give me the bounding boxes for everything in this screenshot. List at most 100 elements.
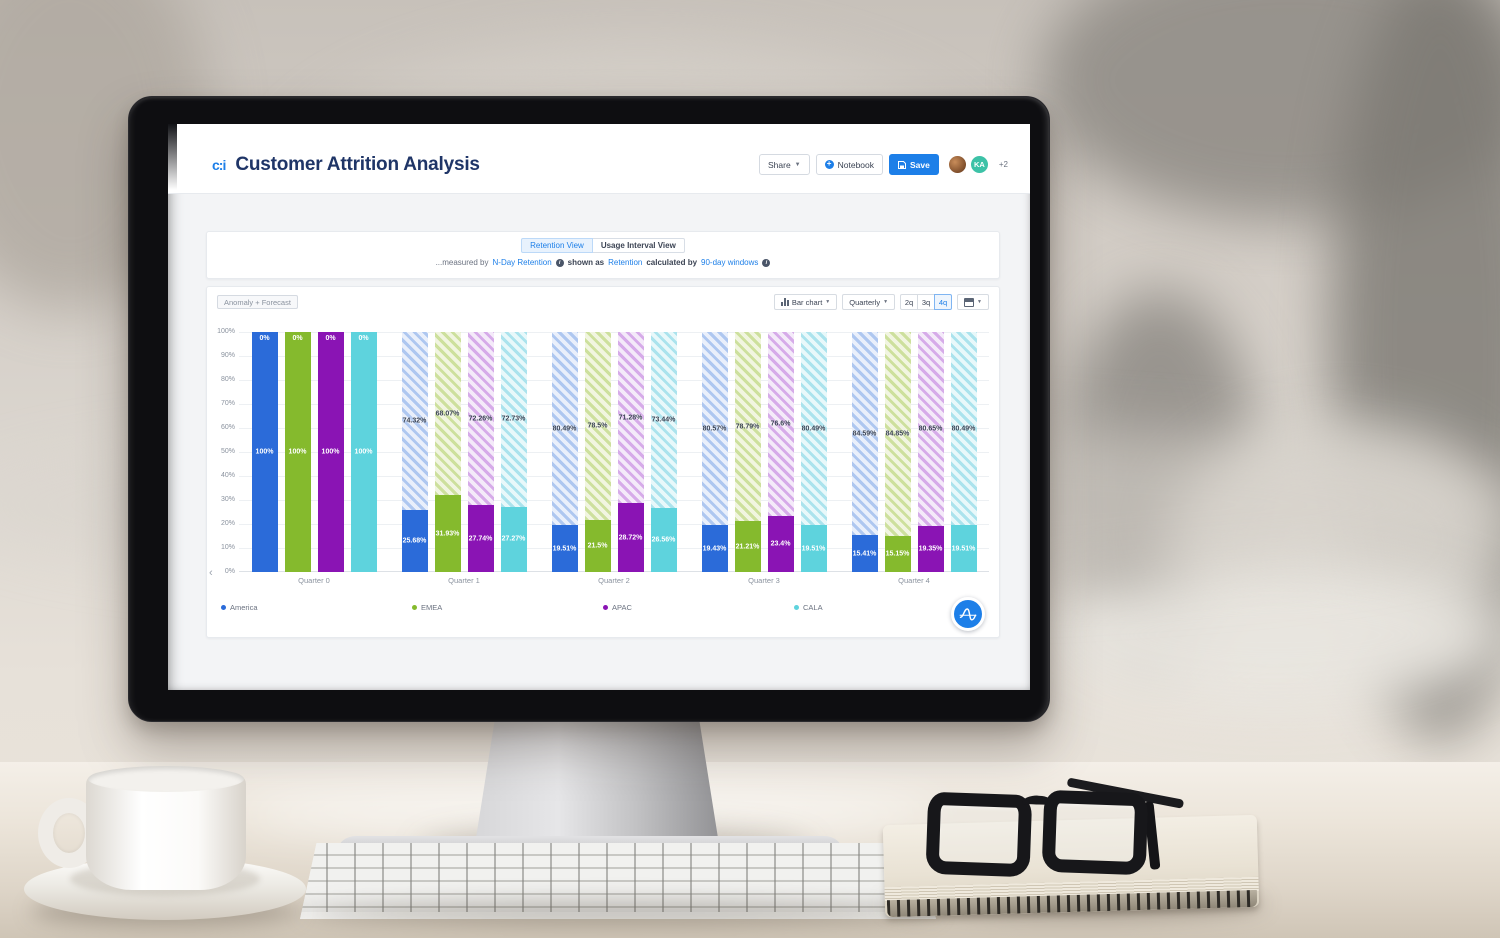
legend-item-apac[interactable]: APAC — [603, 603, 794, 612]
churned-segment: 73.44% — [650, 332, 677, 509]
churned-value-label: 0% — [358, 335, 369, 342]
bar-america-quarter-2[interactable]: 80.49% 19.51% — [551, 332, 578, 572]
share-button[interactable]: Share ▼ — [758, 154, 810, 175]
bar-america-quarter-1[interactable]: 74.32% 25.68% — [401, 332, 428, 572]
retained-segment: 28.72% — [617, 503, 644, 572]
amplitude-logo-badge[interactable] — [951, 597, 985, 631]
chart-legend: America EMEA APAC CALA — [221, 603, 985, 612]
legend-item-america[interactable]: America — [221, 603, 412, 612]
retained-segment: 100% 0% — [317, 332, 344, 572]
bar-emea-quarter-3[interactable]: 78.79% 21.21% — [734, 332, 761, 572]
scroll-left-arrow[interactable]: ‹ — [209, 567, 213, 579]
date-picker-button[interactable]: ▼ — [957, 294, 989, 310]
legend-dot-icon — [412, 605, 417, 610]
screen-edge-shadow — [168, 124, 177, 190]
churned-value-label: 84.59% — [852, 430, 877, 438]
bar-cala-quarter-1[interactable]: 72.73% 27.27% — [500, 332, 527, 572]
legend-item-emea[interactable]: EMEA — [412, 603, 603, 612]
retained-value-label: 27.27% — [501, 535, 526, 543]
retained-value-label: 100% — [255, 448, 274, 456]
granularity-label: Quarterly — [849, 297, 881, 307]
notebook-button[interactable]: + Notebook — [815, 154, 884, 175]
retained-value-label: 19.43% — [702, 545, 727, 553]
calculated-by-link[interactable]: 90-day windows — [701, 258, 759, 267]
bar-cala-quarter-3[interactable]: 80.49% 19.51% — [800, 332, 827, 572]
bar-chart-icon — [780, 298, 789, 306]
notebook-label: Notebook — [837, 159, 875, 170]
retained-segment: 19.35% — [917, 525, 944, 572]
view-tabs-card: Retention View Usage Interval View ...me… — [206, 231, 1000, 279]
info-icon[interactable]: i — [555, 258, 564, 267]
churned-value-label: 72.73% — [501, 415, 526, 423]
eyeglasses — [913, 777, 1186, 886]
bar-apac-quarter-1[interactable]: 72.26% 27.74% — [467, 332, 494, 572]
churned-value-label: 71.28% — [618, 414, 643, 422]
bar-group-quarter-0: 100% 0% 100% 0% 100% 0% 100% 0% — [251, 332, 377, 572]
chart-type-dropdown[interactable]: Bar chart ▼ — [773, 294, 838, 310]
retained-value-label: 28.72% — [618, 534, 643, 542]
churned-value-label: 0% — [292, 335, 303, 342]
bar-apac-quarter-4[interactable]: 80.65% 19.35% — [917, 332, 944, 572]
calculated-by-label: calculated by — [646, 258, 698, 267]
avatar[interactable] — [946, 154, 968, 175]
churned-segment: 76.6% — [767, 332, 794, 516]
chevron-down-icon: ▼ — [825, 299, 831, 305]
bar-america-quarter-3[interactable]: 80.57% 19.43% — [701, 332, 728, 572]
retained-segment: 23.4% — [767, 515, 794, 572]
churned-segment: 80.65% — [917, 332, 944, 526]
bar-apac-quarter-2[interactable]: 71.28% 28.72% — [617, 332, 644, 572]
legend-item-cala[interactable]: CALA — [794, 603, 985, 612]
y-axis-label: 60% — [220, 424, 235, 431]
legend-label: America — [230, 603, 258, 612]
avatar-initials[interactable]: KA — [968, 154, 990, 175]
churned-segment: 72.73% — [500, 332, 527, 507]
chart-type-label: Bar chart — [791, 297, 823, 307]
range-3q-button[interactable]: 3q — [917, 294, 936, 310]
retained-value-label: 15.15% — [885, 550, 910, 558]
retained-segment: 100% 0% — [251, 332, 278, 572]
legend-label: CALA — [803, 603, 823, 612]
retained-segment: 15.15% — [884, 535, 911, 572]
churned-segment: 78.79% — [734, 332, 761, 522]
background-blur-blob — [1040, 560, 1500, 710]
y-axis-label: 40% — [220, 472, 235, 479]
churned-value-label: 68.07% — [435, 410, 460, 418]
collaborator-overflow-count[interactable]: +2 — [998, 160, 1008, 169]
bar-emea-quarter-4[interactable]: 84.85% 15.15% — [884, 332, 911, 572]
bar-cala-quarter-0[interactable]: 100% 0% — [350, 332, 377, 572]
retained-segment: 21.21% — [734, 521, 761, 572]
retained-value-label: 100% — [321, 448, 340, 456]
anomaly-forecast-chip[interactable]: Anomaly + Forecast — [217, 295, 298, 309]
chart-controls: Anomaly + Forecast Bar chart ▼ Quarterly… — [217, 293, 989, 311]
bar-apac-quarter-3[interactable]: 76.6% 23.4% — [767, 332, 794, 572]
range-4q-button[interactable]: 4q — [934, 294, 953, 310]
bar-group-quarter-3: 80.57% 19.43% 78.79% 21.21% 76.6% 23.4% 80.49%… — [701, 332, 827, 572]
granularity-dropdown[interactable]: Quarterly ▼ — [842, 294, 896, 310]
retained-segment: 21.5% — [584, 520, 611, 572]
range-2q-button[interactable]: 2q — [900, 294, 919, 310]
bar-cala-quarter-4[interactable]: 80.49% 19.51% — [950, 332, 977, 572]
retained-value-label: 21.5% — [587, 542, 608, 550]
tab-retention-view[interactable]: Retention View — [521, 238, 593, 253]
tab-usage-interval-view[interactable]: Usage Interval View — [592, 238, 685, 253]
bar-apac-quarter-0[interactable]: 100% 0% — [317, 332, 344, 572]
bar-america-quarter-0[interactable]: 100% 0% — [251, 332, 278, 572]
bar-america-quarter-4[interactable]: 84.59% 15.41% — [851, 332, 878, 572]
bar-group-quarter-1: 74.32% 25.68% 68.07% 31.93% 72.26% 27.74% 72.7… — [401, 332, 527, 572]
retained-value-label: 100% — [288, 448, 307, 456]
churned-segment: 84.85% — [884, 332, 911, 536]
shown-as-link[interactable]: Retention — [608, 258, 643, 267]
info-icon[interactable]: i — [762, 258, 771, 267]
save-button[interactable]: Save — [889, 154, 939, 175]
churned-value-label: 80.49% — [801, 425, 826, 433]
legend-dot-icon — [794, 605, 799, 610]
bar-emea-quarter-2[interactable]: 78.5% 21.5% — [584, 332, 611, 572]
chart-plot-area: 100% 0% 100% 0% 100% 0% 100% 0% 74.32% 25.68% 68.0… — [239, 332, 989, 572]
bar-emea-quarter-1[interactable]: 68.07% 31.93% — [434, 332, 461, 572]
bar-emea-quarter-0[interactable]: 100% 0% — [284, 332, 311, 572]
metric-link[interactable]: N-Day Retention — [492, 258, 552, 267]
x-axis-label: Quarter 4 — [898, 576, 930, 585]
eyeglasses-bridge — [1021, 795, 1055, 813]
bar-cala-quarter-2[interactable]: 73.44% 26.56% — [650, 332, 677, 572]
